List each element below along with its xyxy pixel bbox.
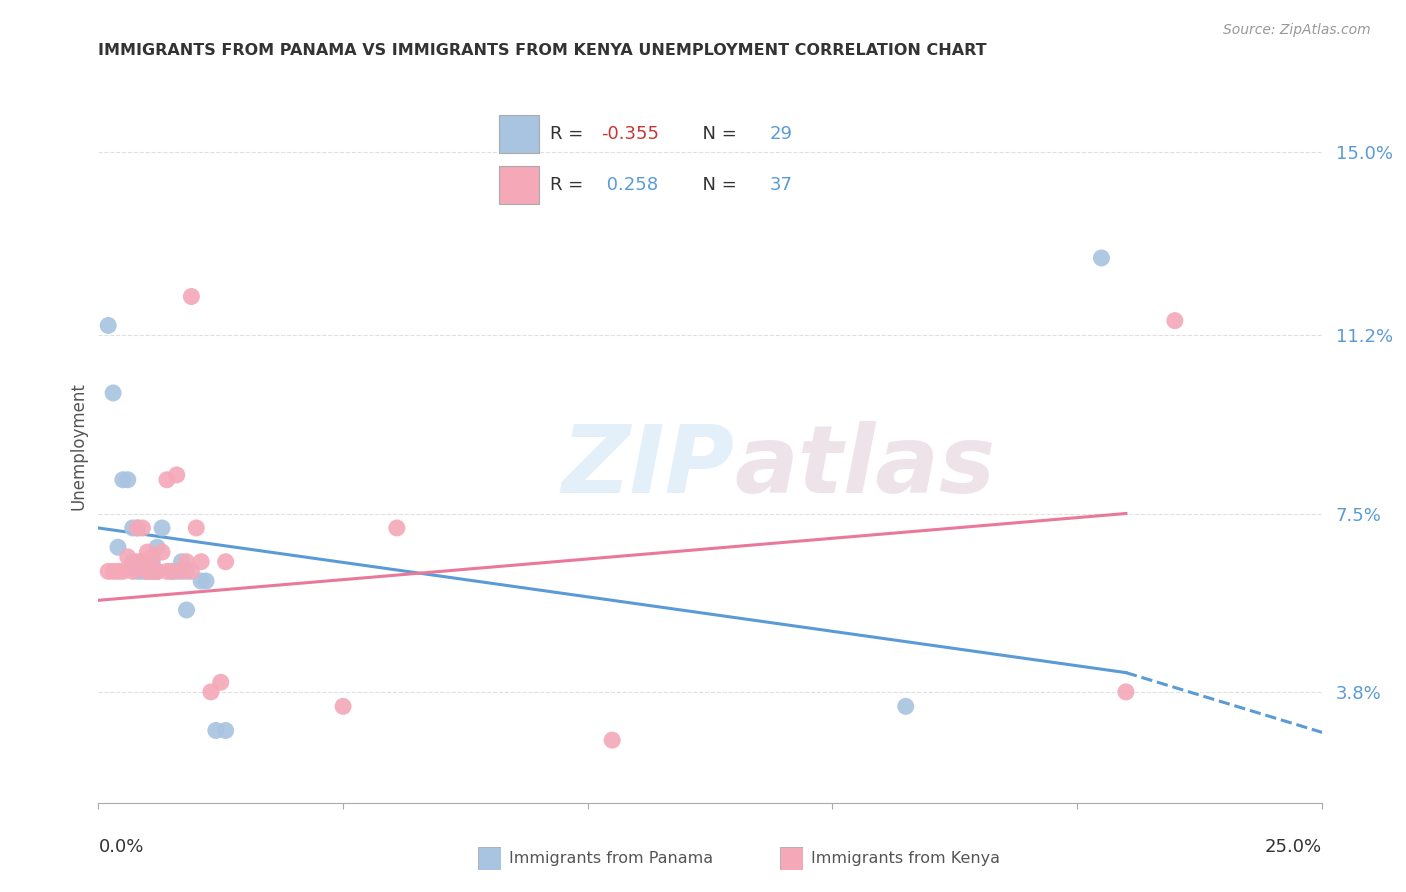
Y-axis label: Unemployment: Unemployment	[69, 382, 87, 510]
Text: 29: 29	[769, 125, 793, 143]
Point	[170, 555, 193, 569]
Text: N =: N =	[692, 125, 742, 143]
Point	[180, 565, 202, 579]
Point	[121, 521, 143, 535]
Text: 37: 37	[769, 176, 793, 194]
Point	[121, 565, 143, 579]
Text: 25.0%: 25.0%	[1264, 838, 1322, 855]
Point	[127, 555, 149, 569]
Point	[127, 521, 149, 535]
Point	[176, 603, 198, 617]
Text: N =: N =	[692, 176, 742, 194]
Point	[180, 289, 202, 303]
Point	[141, 549, 163, 564]
Point	[136, 565, 159, 579]
Text: Immigrants from Panama: Immigrants from Panama	[509, 851, 713, 865]
Point	[209, 675, 232, 690]
Point	[205, 723, 228, 738]
Point	[200, 685, 222, 699]
Point	[121, 555, 143, 569]
Point	[146, 565, 169, 579]
Point	[166, 565, 188, 579]
Bar	[499, 166, 538, 204]
Point	[214, 555, 236, 569]
Point	[176, 555, 198, 569]
Point	[101, 386, 124, 401]
Point	[131, 565, 153, 579]
Text: 0.0%: 0.0%	[98, 838, 143, 855]
Point	[97, 565, 120, 579]
Point	[136, 545, 159, 559]
Point	[141, 565, 163, 579]
Point	[146, 541, 169, 555]
Point	[190, 555, 212, 569]
Text: -0.355: -0.355	[602, 125, 659, 143]
Point	[127, 565, 149, 579]
Point	[160, 565, 183, 579]
Point	[131, 521, 153, 535]
Point	[117, 549, 139, 564]
Text: R =: R =	[550, 176, 589, 194]
Point	[156, 473, 179, 487]
Text: ZIP: ZIP	[561, 421, 734, 514]
Point	[111, 473, 134, 487]
Point	[195, 574, 218, 588]
Point	[190, 574, 212, 588]
Bar	[499, 115, 538, 153]
Point	[214, 723, 236, 738]
Point	[101, 565, 124, 579]
Point	[1164, 313, 1187, 327]
Point	[170, 565, 193, 579]
Point	[107, 541, 129, 555]
Point	[107, 565, 129, 579]
Text: 0.258: 0.258	[602, 176, 658, 194]
Point	[150, 521, 173, 535]
Point	[186, 521, 208, 535]
Point	[1090, 251, 1112, 265]
Point	[131, 555, 153, 569]
Point	[176, 565, 198, 579]
Point	[136, 559, 159, 574]
Text: Immigrants from Kenya: Immigrants from Kenya	[811, 851, 1000, 865]
Point	[117, 473, 139, 487]
Point	[146, 565, 169, 579]
Point	[600, 733, 623, 747]
Text: Source: ZipAtlas.com: Source: ZipAtlas.com	[1223, 23, 1371, 37]
Point	[121, 559, 143, 574]
Point	[332, 699, 354, 714]
Point	[136, 565, 159, 579]
Point	[97, 318, 120, 333]
Point	[127, 521, 149, 535]
Text: IMMIGRANTS FROM PANAMA VS IMMIGRANTS FROM KENYA UNEMPLOYMENT CORRELATION CHART: IMMIGRANTS FROM PANAMA VS IMMIGRANTS FRO…	[98, 43, 987, 58]
Point	[160, 565, 183, 579]
Point	[894, 699, 917, 714]
Point	[146, 565, 169, 579]
Point	[141, 565, 163, 579]
Point	[385, 521, 408, 535]
Point	[136, 565, 159, 579]
Point	[150, 545, 173, 559]
Point	[141, 555, 163, 569]
Text: R =: R =	[550, 125, 589, 143]
Point	[1115, 685, 1137, 699]
Point	[166, 467, 188, 482]
Point	[111, 565, 134, 579]
Point	[131, 555, 153, 569]
Text: atlas: atlas	[734, 421, 995, 514]
Point	[156, 565, 179, 579]
